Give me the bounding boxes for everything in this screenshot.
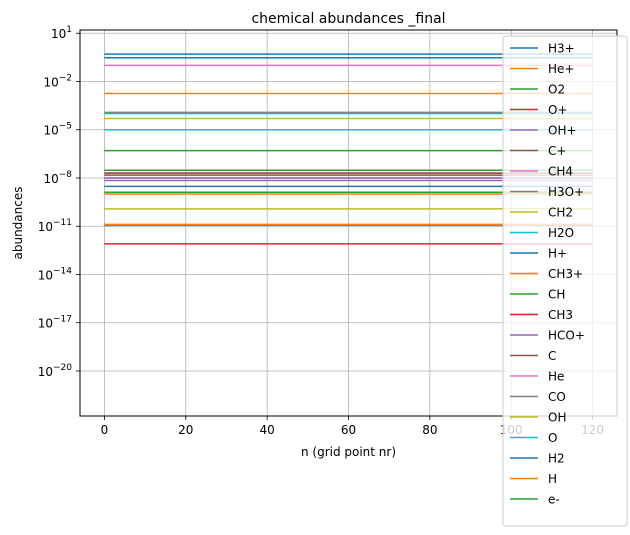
legend-label: CH3+: [548, 267, 583, 281]
legend-label: HCO+: [548, 329, 585, 343]
legend-box: [502, 35, 628, 527]
legend-label: H+: [548, 247, 567, 261]
x-tick-label: 60: [341, 423, 356, 437]
x-tick-label: 20: [178, 423, 193, 437]
x-tick-label: 0: [101, 423, 109, 437]
y-tick-label: 10−14: [38, 266, 73, 282]
legend-label: CH2: [548, 206, 573, 220]
legend-label: C: [548, 349, 556, 363]
legend-label: O2: [548, 83, 565, 97]
legend-label: H2O: [548, 226, 574, 240]
legend-label: H2: [548, 452, 565, 466]
legend-label: O: [548, 431, 557, 445]
legend-label: C+: [548, 144, 566, 158]
legend-label: CO: [548, 390, 566, 404]
y-axis-label: abundances: [11, 187, 25, 260]
legend-label: OH: [548, 411, 566, 425]
legend-label: He+: [548, 62, 574, 76]
y-tick-label: 10−20: [38, 363, 73, 379]
legend-label: OH+: [548, 124, 577, 138]
legend-label: H3O+: [548, 185, 584, 199]
chart-title: chemical abundances _final: [251, 11, 445, 27]
legend-label: CH: [548, 288, 565, 302]
legend-label: CH4: [548, 165, 573, 179]
y-tick-label: 101: [51, 25, 72, 41]
y-tick-label: 10−8: [43, 170, 72, 186]
legend-label: He: [548, 370, 564, 384]
x-axis-label: n (grid point nr): [301, 445, 396, 459]
y-tick-label: 10−17: [38, 315, 72, 331]
legend-label: O+: [548, 103, 568, 117]
legend-items: H3+He+O2O+OH+C+CH4H3O+CH2H2OH+CH3+CHCH3H…: [510, 42, 585, 507]
y-tick-label: 10−5: [43, 122, 72, 138]
x-tick-label: 80: [422, 423, 437, 437]
legend-label: CH3: [548, 308, 573, 322]
y-axis: 101 10−2 10−5 10−8 10−11 10−14 10−17 10−20: [38, 25, 80, 379]
legend: H3+He+O2O+OH+C+CH4H3O+CH2H2OH+CH3+CHCH3H…: [502, 35, 628, 527]
x-tick-label: 40: [259, 423, 274, 437]
legend-label: e-: [548, 493, 560, 507]
legend-label: H3+: [548, 42, 575, 56]
legend-label: H: [548, 472, 557, 486]
y-tick-label: 10−2: [43, 73, 72, 89]
y-tick-label: 10−11: [38, 218, 72, 234]
